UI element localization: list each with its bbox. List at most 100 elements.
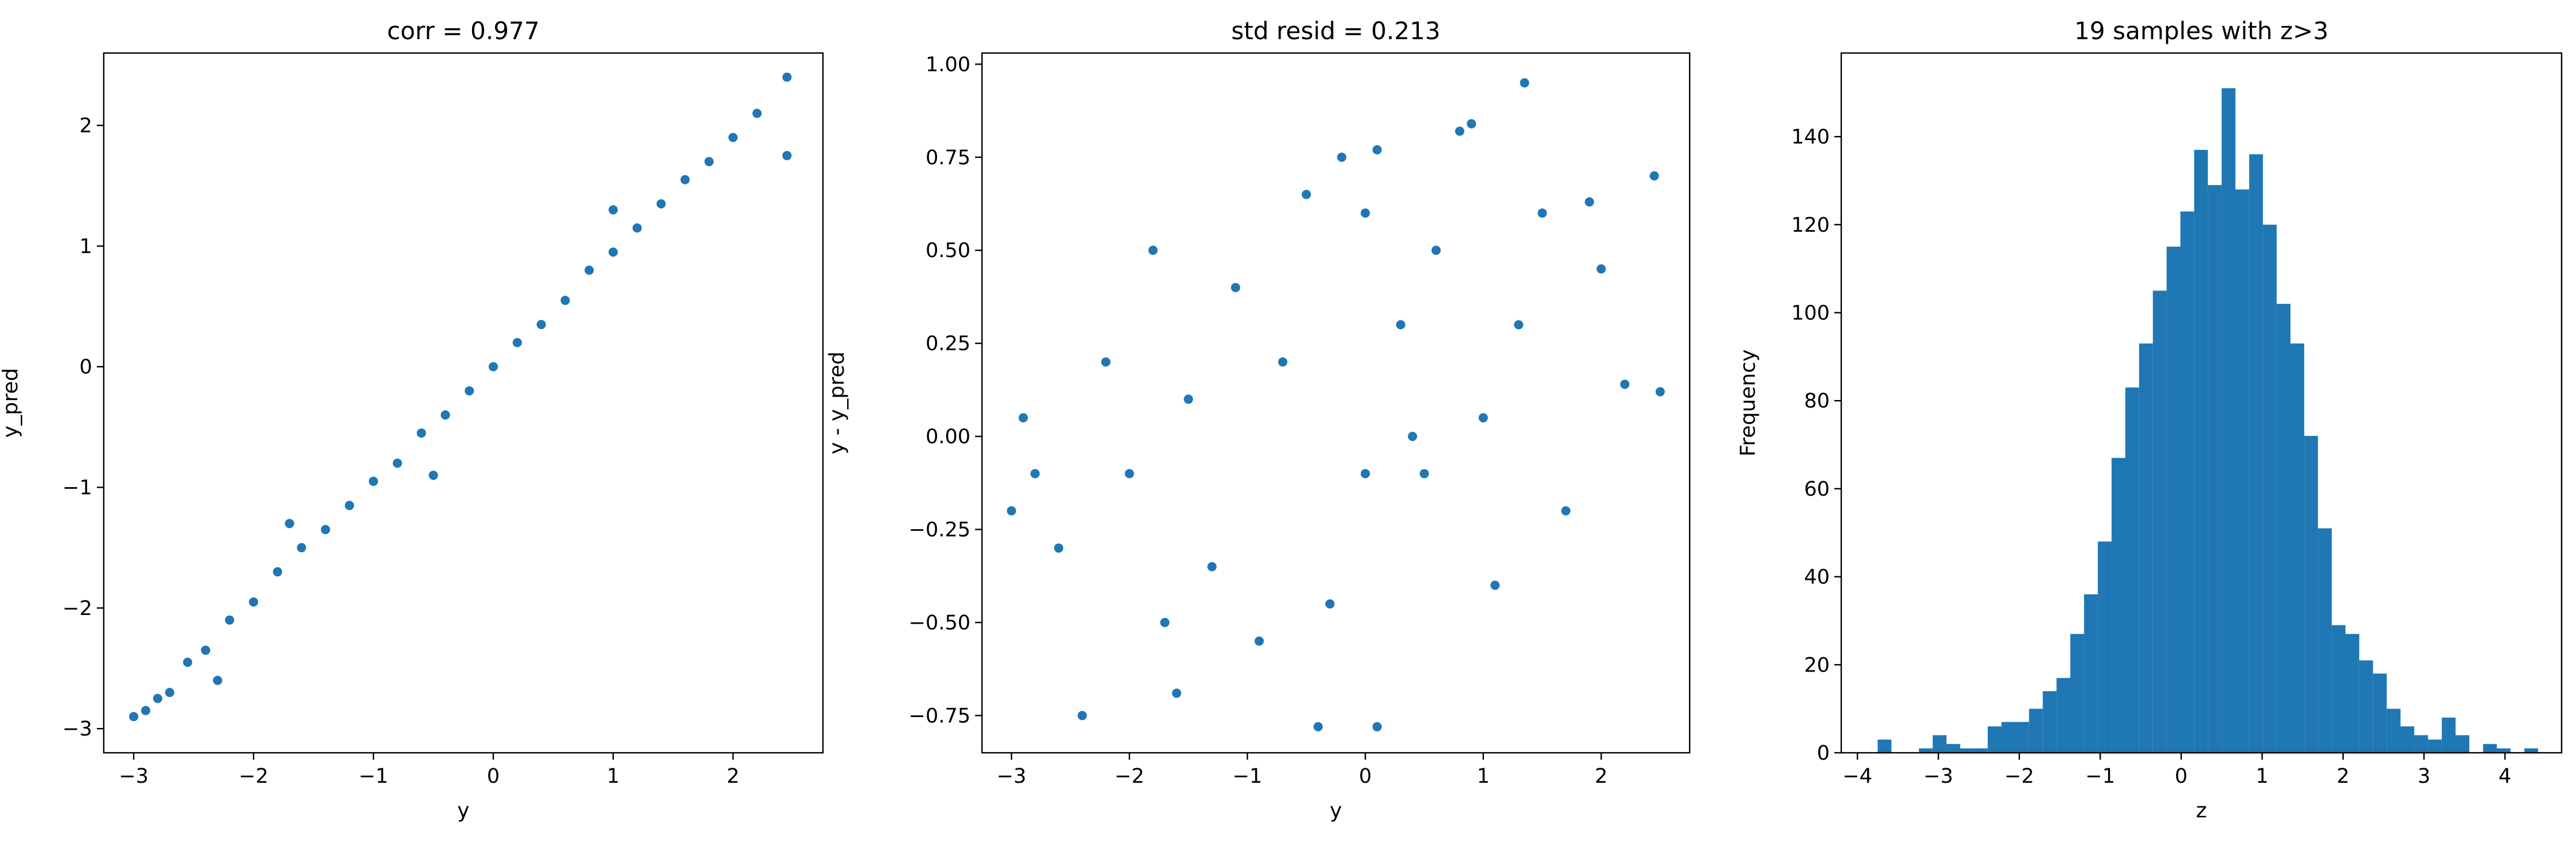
x-tick-label: −2 — [2004, 765, 2034, 788]
scatter-point — [512, 338, 522, 348]
scatter-point — [1538, 208, 1547, 218]
scatter-point — [440, 410, 450, 420]
histogram-bar — [2483, 744, 2497, 753]
scatter-point — [464, 386, 474, 396]
data-marks — [1878, 88, 2539, 753]
scatter-point — [782, 72, 792, 82]
panel-title: 19 samples with z>3 — [2074, 17, 2328, 45]
x-tick-label: 0 — [487, 765, 500, 788]
scatter-point — [225, 615, 235, 625]
histogram-bar — [2276, 304, 2291, 753]
x-tick-label: 2 — [1595, 765, 1607, 788]
scatter-point — [1396, 320, 1406, 330]
panel-title: std resid = 0.213 — [1232, 17, 1441, 45]
scatter-point — [345, 500, 354, 510]
scatter-point — [609, 247, 618, 257]
x-tick-label: 1 — [607, 765, 620, 788]
histogram-bar — [2373, 673, 2387, 753]
histogram-bar — [2235, 189, 2249, 753]
scatter-point — [141, 706, 150, 715]
scatter-point — [1514, 320, 1524, 330]
scatter-point — [1007, 506, 1017, 516]
histogram-bar — [2042, 691, 2057, 753]
scatter-point — [1254, 636, 1264, 646]
histogram-bar — [2208, 185, 2222, 753]
scatter-point — [1561, 506, 1571, 516]
scatter-point — [297, 543, 307, 553]
scatter-point — [1030, 469, 1040, 478]
scatter-point — [285, 519, 294, 529]
axes-frame — [103, 52, 824, 754]
x-tick-label: 1 — [1477, 765, 1490, 788]
y-tick-label: 0 — [80, 356, 92, 379]
y-tick-label: −0.50 — [909, 612, 970, 635]
scatter-point — [1431, 246, 1441, 255]
scatter-point — [1325, 599, 1335, 609]
scatter-point — [183, 658, 192, 667]
scatter-point — [417, 428, 426, 438]
y-tick-label: 40 — [1804, 566, 1830, 589]
histogram-bar — [2345, 633, 2359, 753]
histogram-bar — [2400, 726, 2415, 753]
histogram-bar — [1946, 744, 1961, 753]
histogram-bar — [2001, 722, 2015, 753]
scatter-point — [1467, 119, 1476, 129]
histogram-bar — [2318, 528, 2332, 753]
axes-frame — [1840, 52, 2563, 754]
data-marks — [1007, 78, 1665, 731]
scatter-point — [1101, 357, 1111, 367]
histogram-bar — [2084, 594, 2098, 753]
x-axis-label: y — [457, 799, 469, 823]
scatter-point — [1649, 171, 1659, 181]
scatter-point — [632, 223, 642, 233]
scatter-point — [1655, 387, 1665, 397]
scatter-point — [1301, 190, 1311, 199]
scatter-point — [1620, 379, 1630, 389]
histogram-bar — [2263, 224, 2277, 753]
scatter-point — [609, 205, 618, 215]
scatter-point — [704, 157, 714, 167]
histogram-bar — [2070, 633, 2084, 753]
histogram-bar — [2359, 660, 2373, 753]
scatter-point — [728, 133, 738, 142]
y-tick-label: 100 — [1791, 301, 1830, 325]
x-tick-label: −3 — [1924, 765, 1954, 788]
scatter-point — [1408, 432, 1418, 442]
histogram-bar — [2152, 291, 2167, 753]
data-marks — [129, 72, 792, 722]
scatter-point — [1596, 264, 1606, 274]
scatter-point — [201, 646, 210, 655]
scatter-point — [1018, 413, 1028, 423]
x-tick-label: 4 — [2499, 765, 2511, 788]
y-axis-label: y_pred — [0, 368, 22, 437]
scatter-point — [1419, 469, 1429, 478]
x-tick-label: −1 — [1233, 765, 1263, 788]
x-tick-label: 0 — [1359, 765, 1372, 788]
scatter-point — [273, 567, 282, 577]
histogram-bar — [2125, 387, 2139, 753]
y-tick-label: 1.00 — [926, 53, 970, 76]
histogram-bar — [1988, 726, 2002, 753]
scatter-point — [249, 597, 258, 607]
histogram-bar — [1960, 748, 1974, 753]
y-axis-label: y - y_pred — [825, 352, 849, 454]
histogram-bar — [2332, 625, 2345, 753]
histogram-bar — [2442, 717, 2456, 753]
histogram-bar — [2524, 748, 2539, 753]
scatter-point — [1184, 394, 1193, 404]
x-axis-label: y — [1329, 799, 1342, 823]
histogram-bar — [2290, 343, 2305, 753]
scatter-point — [1160, 617, 1170, 627]
histogram-bar — [2222, 88, 2235, 753]
scatter-point — [1313, 722, 1323, 731]
x-tick-label: −3 — [119, 765, 149, 788]
scatter-point — [320, 525, 330, 534]
axes-frame — [981, 52, 1691, 754]
histogram-bar — [1932, 735, 1947, 753]
y-tick-label: 0.50 — [926, 239, 970, 262]
scatter-point — [1455, 126, 1464, 136]
histogram-panel-z: 19 samples with z>3 z Frequency −4 −3 −2 −1… — [1736, 17, 2563, 823]
histogram-bar — [2015, 722, 2029, 753]
scatter-panel-residuals: std resid = 0.213 y y - y_pred −3 −2 −1 0 1 2… — [825, 17, 1691, 823]
scatter-point — [1148, 246, 1158, 255]
